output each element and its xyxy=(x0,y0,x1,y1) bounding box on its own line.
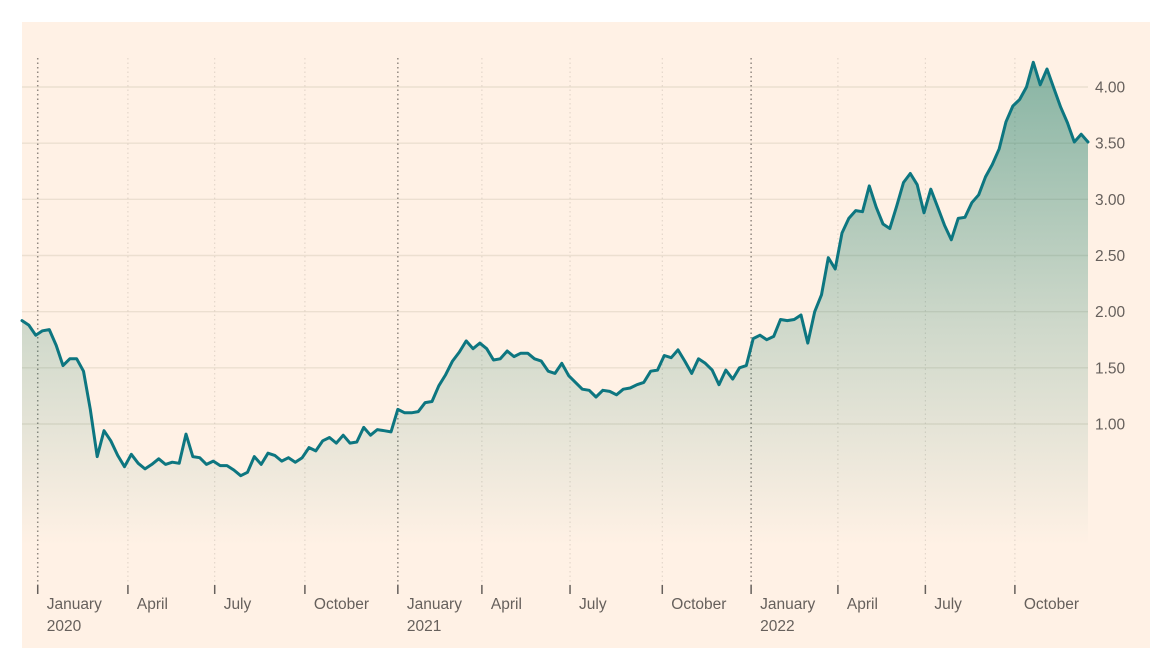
x-axis-label: April xyxy=(137,596,168,613)
x-axis-label: October xyxy=(1024,596,1079,613)
yield-area-fill xyxy=(22,62,1088,586)
yield-line xyxy=(20,60,1090,478)
y-axis-label: 2.50 xyxy=(1095,248,1126,265)
x-axis-label: April xyxy=(491,596,522,613)
y-axis-label: 3.50 xyxy=(1095,136,1126,153)
x-axis-label: July xyxy=(224,596,252,613)
y-axis-label: 2.00 xyxy=(1095,304,1126,321)
x-axis-year-label: 2021 xyxy=(407,618,441,635)
x-axis-label: July xyxy=(934,596,962,613)
y-axis-label: 3.00 xyxy=(1095,192,1126,209)
y-axis-label: 1.00 xyxy=(1095,416,1126,433)
x-axis-label: July xyxy=(579,596,607,613)
x-axis-year-label: 2020 xyxy=(47,618,82,635)
y-axis-label: 1.50 xyxy=(1095,360,1126,377)
x-axis-label: January xyxy=(760,596,815,613)
x-axis-label: October xyxy=(314,596,369,613)
x-axis-label: October xyxy=(671,596,726,613)
x-axis-label: January xyxy=(407,596,462,613)
x-axis-label: April xyxy=(847,596,878,613)
x-axis-label: January xyxy=(47,596,102,613)
x-axis-year-label: 2022 xyxy=(760,618,794,635)
y-axis-label: 4.00 xyxy=(1095,80,1126,97)
